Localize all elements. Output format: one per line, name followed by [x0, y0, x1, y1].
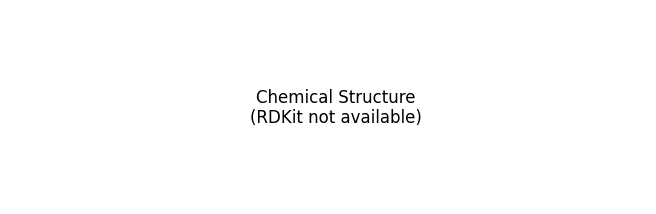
Text: Chemical Structure
(RDKit not available): Chemical Structure (RDKit not available) [250, 89, 422, 128]
